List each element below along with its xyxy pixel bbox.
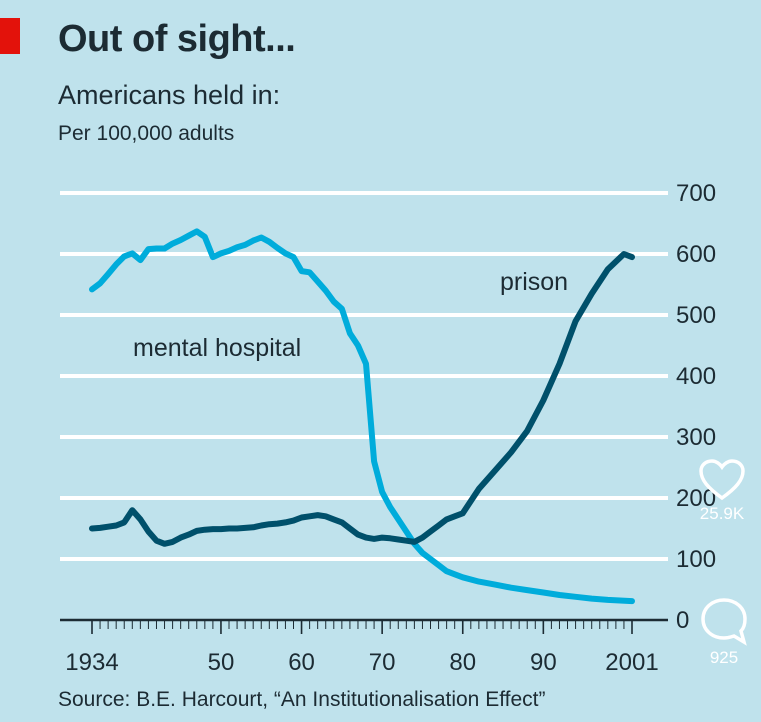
series-line-prison xyxy=(89,251,635,547)
brand-red-tab xyxy=(0,18,20,54)
series-label-prison: prison xyxy=(500,268,568,296)
chart-unit-label: Per 100,000 adults xyxy=(58,122,235,145)
chart-source: Source: B.E. Harcourt, “An Institutional… xyxy=(58,688,546,711)
x-axis-labels: 1934 50 60 70 80 90 2001 xyxy=(65,649,658,676)
x-axis-ticks xyxy=(91,620,633,634)
comment-bubble-icon xyxy=(701,598,747,646)
y-tick-label-400: 400 xyxy=(676,363,716,390)
series-label-mental-hospital: mental hospital xyxy=(133,334,301,362)
series-line-mental-hospital xyxy=(89,228,635,605)
comment-count: 925 xyxy=(709,648,739,667)
comment-overlay[interactable]: 925 xyxy=(698,596,750,668)
like-overlay[interactable]: 25.9K xyxy=(698,458,746,524)
y-tick-label-0: 0 xyxy=(676,607,689,634)
x-tick-label-1960: 60 xyxy=(288,649,315,676)
y-tick-label-100: 100 xyxy=(676,546,716,573)
y-tick-label-500: 500 xyxy=(676,302,716,329)
chart-subtitle: Americans held in: xyxy=(58,80,281,110)
gridlines xyxy=(60,191,668,622)
x-tick-label-1950: 50 xyxy=(208,649,235,676)
series-lines xyxy=(89,228,635,605)
like-count: 25.9K xyxy=(699,504,745,523)
y-tick-label-700: 700 xyxy=(676,180,716,207)
heart-icon xyxy=(699,459,745,501)
y-tick-label-300: 300 xyxy=(676,424,716,451)
x-tick-label-1980: 80 xyxy=(449,649,476,676)
chart-title: Out of sight... xyxy=(58,18,296,60)
x-tick-label-1990: 90 xyxy=(530,649,557,676)
x-tick-label-1934: 1934 xyxy=(65,649,118,676)
x-tick-label-2001: 2001 xyxy=(605,649,658,676)
y-tick-label-600: 600 xyxy=(676,241,716,268)
x-tick-label-1970: 70 xyxy=(369,649,396,676)
